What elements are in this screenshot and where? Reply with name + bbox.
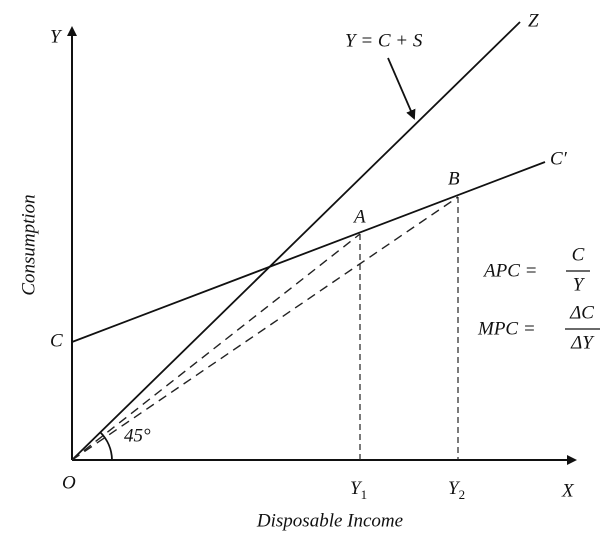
line-45-equation: Y = C + S bbox=[345, 30, 423, 51]
point-b-label: B bbox=[448, 168, 460, 189]
y2-sub: 2 bbox=[459, 487, 466, 502]
y2-label: Y2 bbox=[448, 478, 465, 502]
line-45-label: Z bbox=[528, 10, 539, 31]
ray-b bbox=[71, 196, 459, 461]
apc-den: Y bbox=[573, 274, 586, 295]
angle-arc bbox=[99, 431, 113, 461]
angle-label: 45° bbox=[124, 425, 151, 446]
consumption-label: C′ bbox=[550, 148, 568, 169]
x-axis-label: X bbox=[561, 480, 575, 501]
pointer-arrow bbox=[387, 57, 416, 120]
y1-sub: 1 bbox=[361, 487, 368, 502]
origin-label: O bbox=[62, 472, 76, 493]
mpc-lhs: MPC = bbox=[477, 318, 536, 339]
y1-text: Y bbox=[350, 478, 363, 499]
intercept-label: C bbox=[50, 330, 63, 351]
y-title: Consumption bbox=[18, 194, 39, 295]
mpc-num: ΔC bbox=[569, 302, 594, 323]
mpc-den: ΔY bbox=[570, 332, 595, 353]
apc-num: C bbox=[572, 244, 585, 265]
point-a-label: A bbox=[352, 206, 366, 227]
apc-lhs: APC = bbox=[482, 260, 537, 281]
consumption-line bbox=[71, 161, 546, 343]
line-45 bbox=[71, 21, 521, 461]
x-title: Disposable Income bbox=[256, 510, 403, 531]
y2-text: Y bbox=[448, 478, 461, 499]
y-axis-label: Y bbox=[50, 26, 63, 47]
y1-label: Y1 bbox=[350, 478, 367, 502]
ray-a bbox=[71, 233, 361, 461]
